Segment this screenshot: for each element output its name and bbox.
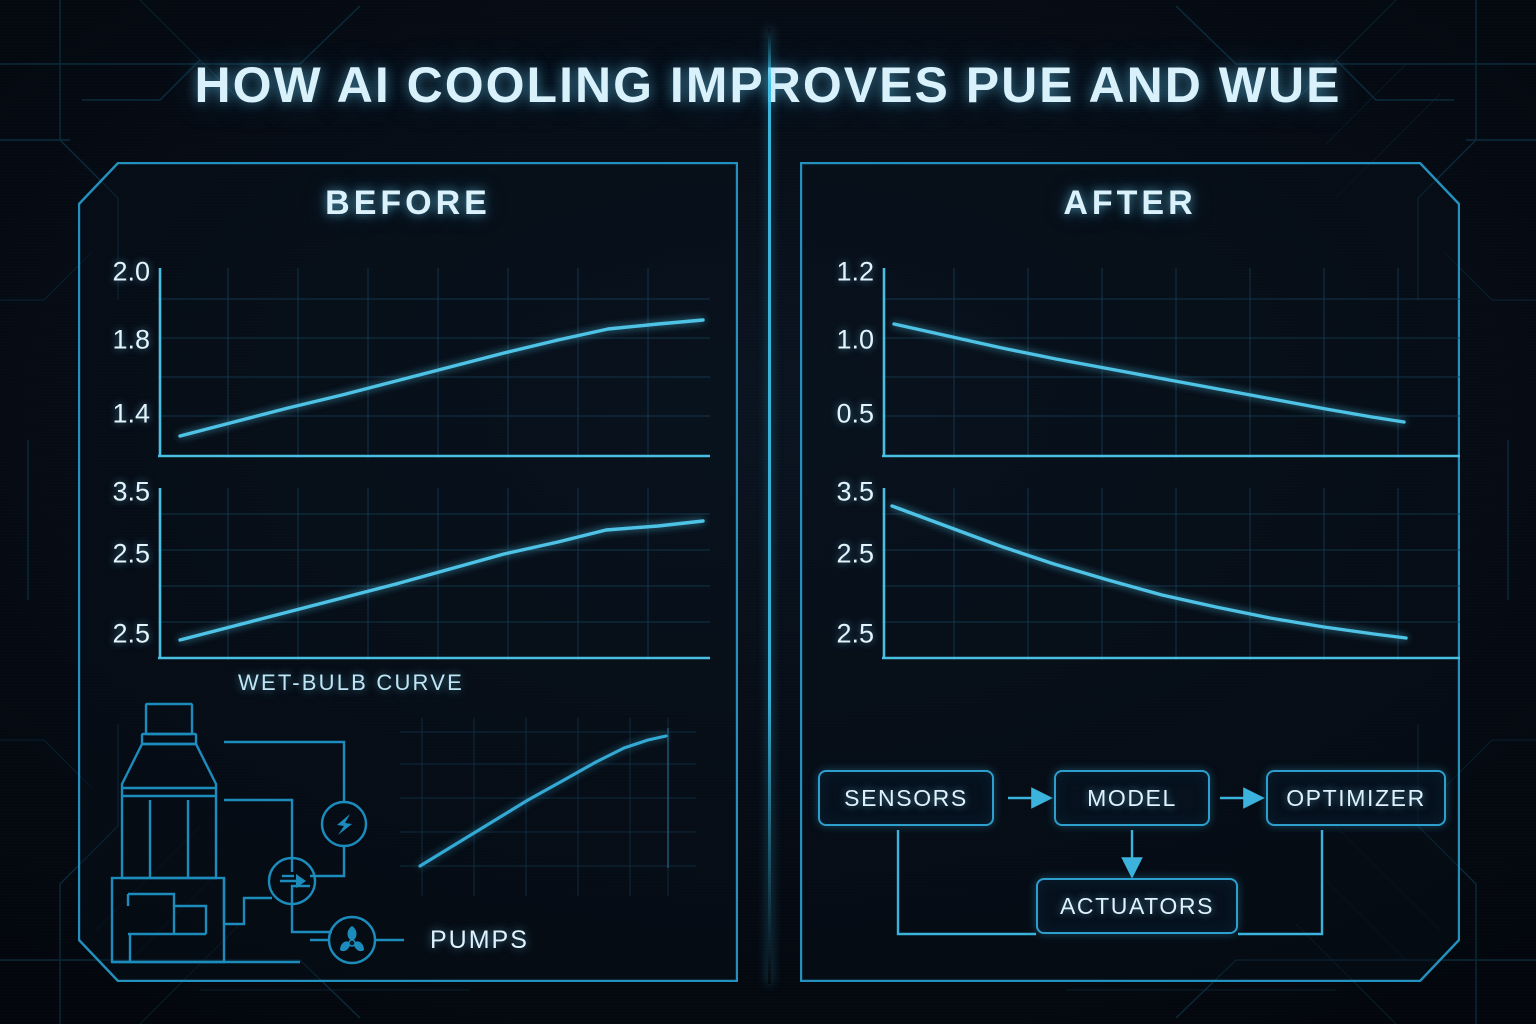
pump-impeller-icon	[310, 915, 404, 965]
ytick-after-pue-1: 1.0	[836, 324, 874, 355]
ytick-after-pue-0: 1.2	[836, 256, 874, 287]
lightning-bolt-icon	[320, 800, 368, 848]
center-divider	[768, 28, 771, 984]
chart-after-wue: 3.5 2.5 2.5	[836, 477, 1460, 660]
page-title: HOW AI COOLING IMPROVES PUE AND WUE	[0, 56, 1536, 114]
ytick-after-pue-2: 0.5	[836, 398, 874, 429]
wet-bulb-caption: WET-BULB CURVE	[238, 670, 464, 695]
flow-node-actuators[interactable]: ACTUATORS	[1036, 878, 1238, 934]
axis-lines	[158, 488, 710, 660]
series-line	[178, 318, 705, 438]
series-line	[418, 734, 668, 868]
flow-arrow-icon	[267, 856, 317, 906]
chart-before-wue: 3.5 2.5 2.5	[112, 477, 710, 660]
ytick-after-wue-1: 2.5	[836, 538, 874, 569]
flow-node-optimizer[interactable]: OPTIMIZER	[1266, 770, 1446, 826]
panel-before: BEFORE	[78, 162, 738, 982]
ytick-before-pue-0: 2.0	[112, 256, 150, 287]
page-title-text: HOW AI COOLING IMPROVES PUE AND WUE	[194, 57, 1342, 113]
series-line	[892, 322, 1406, 424]
pumps-label: PUMPS	[430, 926, 529, 954]
panel-before-heading: BEFORE	[325, 184, 491, 222]
axis-lines	[158, 268, 710, 458]
chart-before-pue: 2.0 1.8 1.4	[112, 257, 710, 458]
series-line	[178, 519, 705, 642]
panel-after: AFTER	[800, 162, 1460, 982]
ytick-after-wue-2: 2.5	[836, 618, 874, 649]
panel-after-heading: AFTER	[1063, 184, 1197, 222]
gridlines	[882, 488, 1460, 660]
axis-lines	[882, 488, 1460, 660]
cooling-tower-schematic	[96, 696, 426, 966]
gridlines	[882, 268, 1460, 458]
gridlines	[158, 488, 710, 660]
ytick-before-wue-0: 3.5	[112, 476, 150, 507]
ytick-after-wue-0: 3.5	[836, 476, 874, 507]
chart-after-pue: 1.2 1.0 0.5	[836, 257, 1460, 458]
flow-node-model[interactable]: MODEL	[1054, 770, 1210, 826]
chart-before-wetbulb	[400, 718, 696, 896]
ytick-before-pue-1: 1.8	[112, 324, 150, 355]
series-line	[890, 504, 1408, 640]
gridlines	[400, 718, 696, 896]
gridlines	[158, 268, 710, 458]
ytick-before-wue-1: 2.5	[112, 538, 150, 569]
ytick-before-wue-2: 2.5	[112, 618, 150, 649]
flow-node-sensors[interactable]: SENSORS	[818, 770, 994, 826]
ytick-before-pue-2: 1.4	[112, 398, 150, 429]
axis-lines	[882, 268, 1460, 458]
